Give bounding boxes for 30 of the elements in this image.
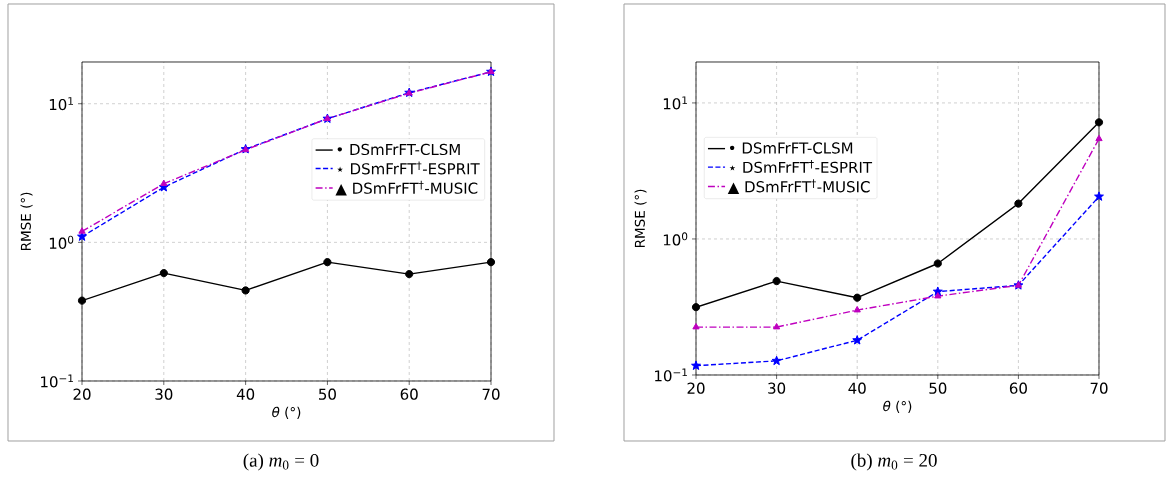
y-tick-label: 10$^{−1}$	[655, 368, 687, 382]
legend-label: • DSmFrFT-CLSM	[729, 142, 853, 154]
y-axis-title: RMSE (°)	[634, 189, 647, 248]
x-tick-label: 50	[929, 382, 947, 394]
x-tick-label: 40	[236, 388, 255, 400]
x-tick-label: 20	[687, 382, 705, 394]
y-axis-title: RMSE (°)	[20, 192, 33, 251]
y-tick-label: 10$^{0}$	[49, 235, 74, 249]
y-tick-label: 10$^{−1}$	[41, 374, 74, 388]
legend-label: ▲ DSmFrFT$^{†}$-MUSIC	[727, 179, 870, 195]
x-tick-label: 70	[482, 388, 500, 400]
legend-label: ▲ DSmFrFT$^{†}$-MUSIC	[335, 180, 478, 196]
x-tick-label: 50	[319, 388, 336, 400]
x-tick-label: 30	[155, 388, 173, 400]
text: (a) m$_{0}$ = 0	[243, 453, 319, 471]
x-axis-title: θ (°)	[883, 400, 912, 413]
x-tick-label: 30	[768, 382, 786, 394]
y-tick-label: 10$^{1}$	[663, 96, 687, 110]
legend-label: ⋆ DSmFrFT$^{†}$-ESPRIT	[337, 161, 480, 175]
x-tick-label: 40	[848, 382, 866, 394]
y-tick-label: 10$^{1}$	[49, 97, 74, 111]
legend-label: • DSmFrFT-CLSM	[337, 143, 460, 156]
x-tick-label: 20	[73, 388, 91, 400]
x-tick-label: 60	[1009, 382, 1027, 394]
text: (b) m$_{0}$ = 20	[851, 453, 937, 471]
x-axis-title: θ (°)	[272, 406, 301, 419]
x-tick-label: 70	[1090, 382, 1108, 394]
y-tick-label: 10$^{0}$	[663, 232, 688, 246]
legend-label: ⋆ DSmFrFT$^{†}$-ESPRIT	[729, 159, 873, 174]
x-tick-label: 60	[400, 388, 418, 400]
